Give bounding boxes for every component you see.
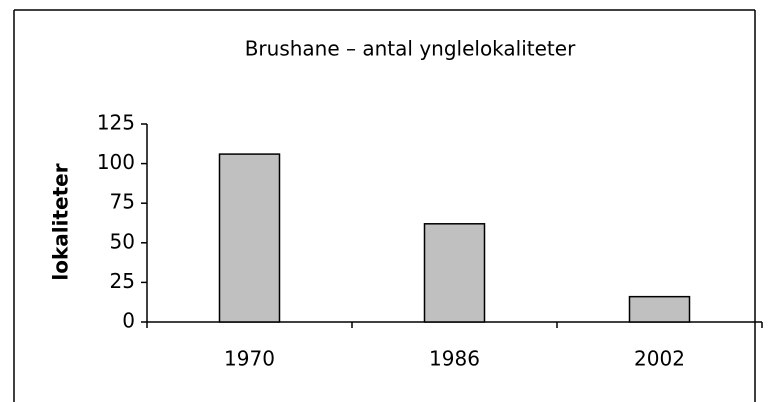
y-axis-label: lokaliteter [49, 163, 73, 280]
y-tick-label: 25 [110, 269, 135, 293]
x-tick-label: 1986 [429, 347, 480, 371]
y-tick-label: 50 [110, 229, 135, 253]
bar [423, 223, 486, 323]
bar [628, 295, 691, 323]
bar [218, 153, 281, 323]
x-tick-label: 1970 [224, 347, 275, 371]
y-tick-label: 125 [97, 111, 135, 135]
y-tick-label: 0 [122, 309, 135, 333]
y-tick-label: 75 [110, 190, 135, 214]
y-tick-label: 100 [97, 150, 135, 174]
x-tick-label: 2002 [634, 347, 685, 371]
chart-title: Brushane – antal ynglelokaliteter [245, 37, 576, 61]
